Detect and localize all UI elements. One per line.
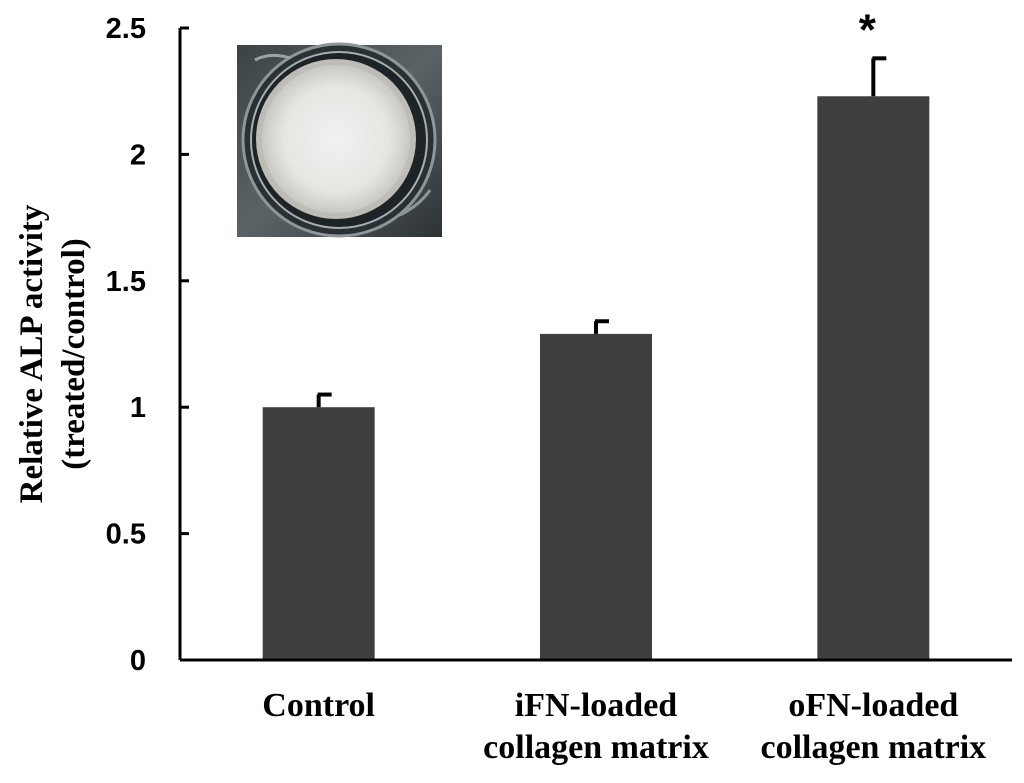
y-axis-title-line: Relative ALP activity [14,204,50,503]
y-tick-label: 0.5 [106,519,146,551]
y-tick-label: 1.5 [106,266,146,298]
y-tick-label: 1 [130,392,146,424]
y-axis-title: Relative ALP activity (treated/control) [14,204,92,503]
x-category-label: iFN-loaded [515,687,678,724]
x-category-label: collagen matrix [760,729,986,766]
x-category-label: collagen matrix [483,729,709,766]
significance-asterisk: * [859,5,877,54]
error-bars [316,56,887,408]
x-axis-labels: Control iFN-loaded collagen matrix oFN-load… [262,687,986,766]
y-tick-label: 0 [130,645,146,677]
x-category-label: Control [262,687,375,724]
bar [262,407,375,660]
bars [262,96,930,661]
y-tick-label: 2.5 [106,13,146,45]
y-tick-label: 2 [130,139,146,171]
x-category-label: oFN-loaded [788,687,958,724]
inset-photo [237,42,442,238]
y-axis-title-line: (treated/control) [56,238,92,470]
bar [540,333,652,660]
significance-marks: * [859,5,877,54]
bar [817,96,930,661]
y-axis-ticks: 0 0.5 1 1.5 2 2.5 [106,13,189,677]
